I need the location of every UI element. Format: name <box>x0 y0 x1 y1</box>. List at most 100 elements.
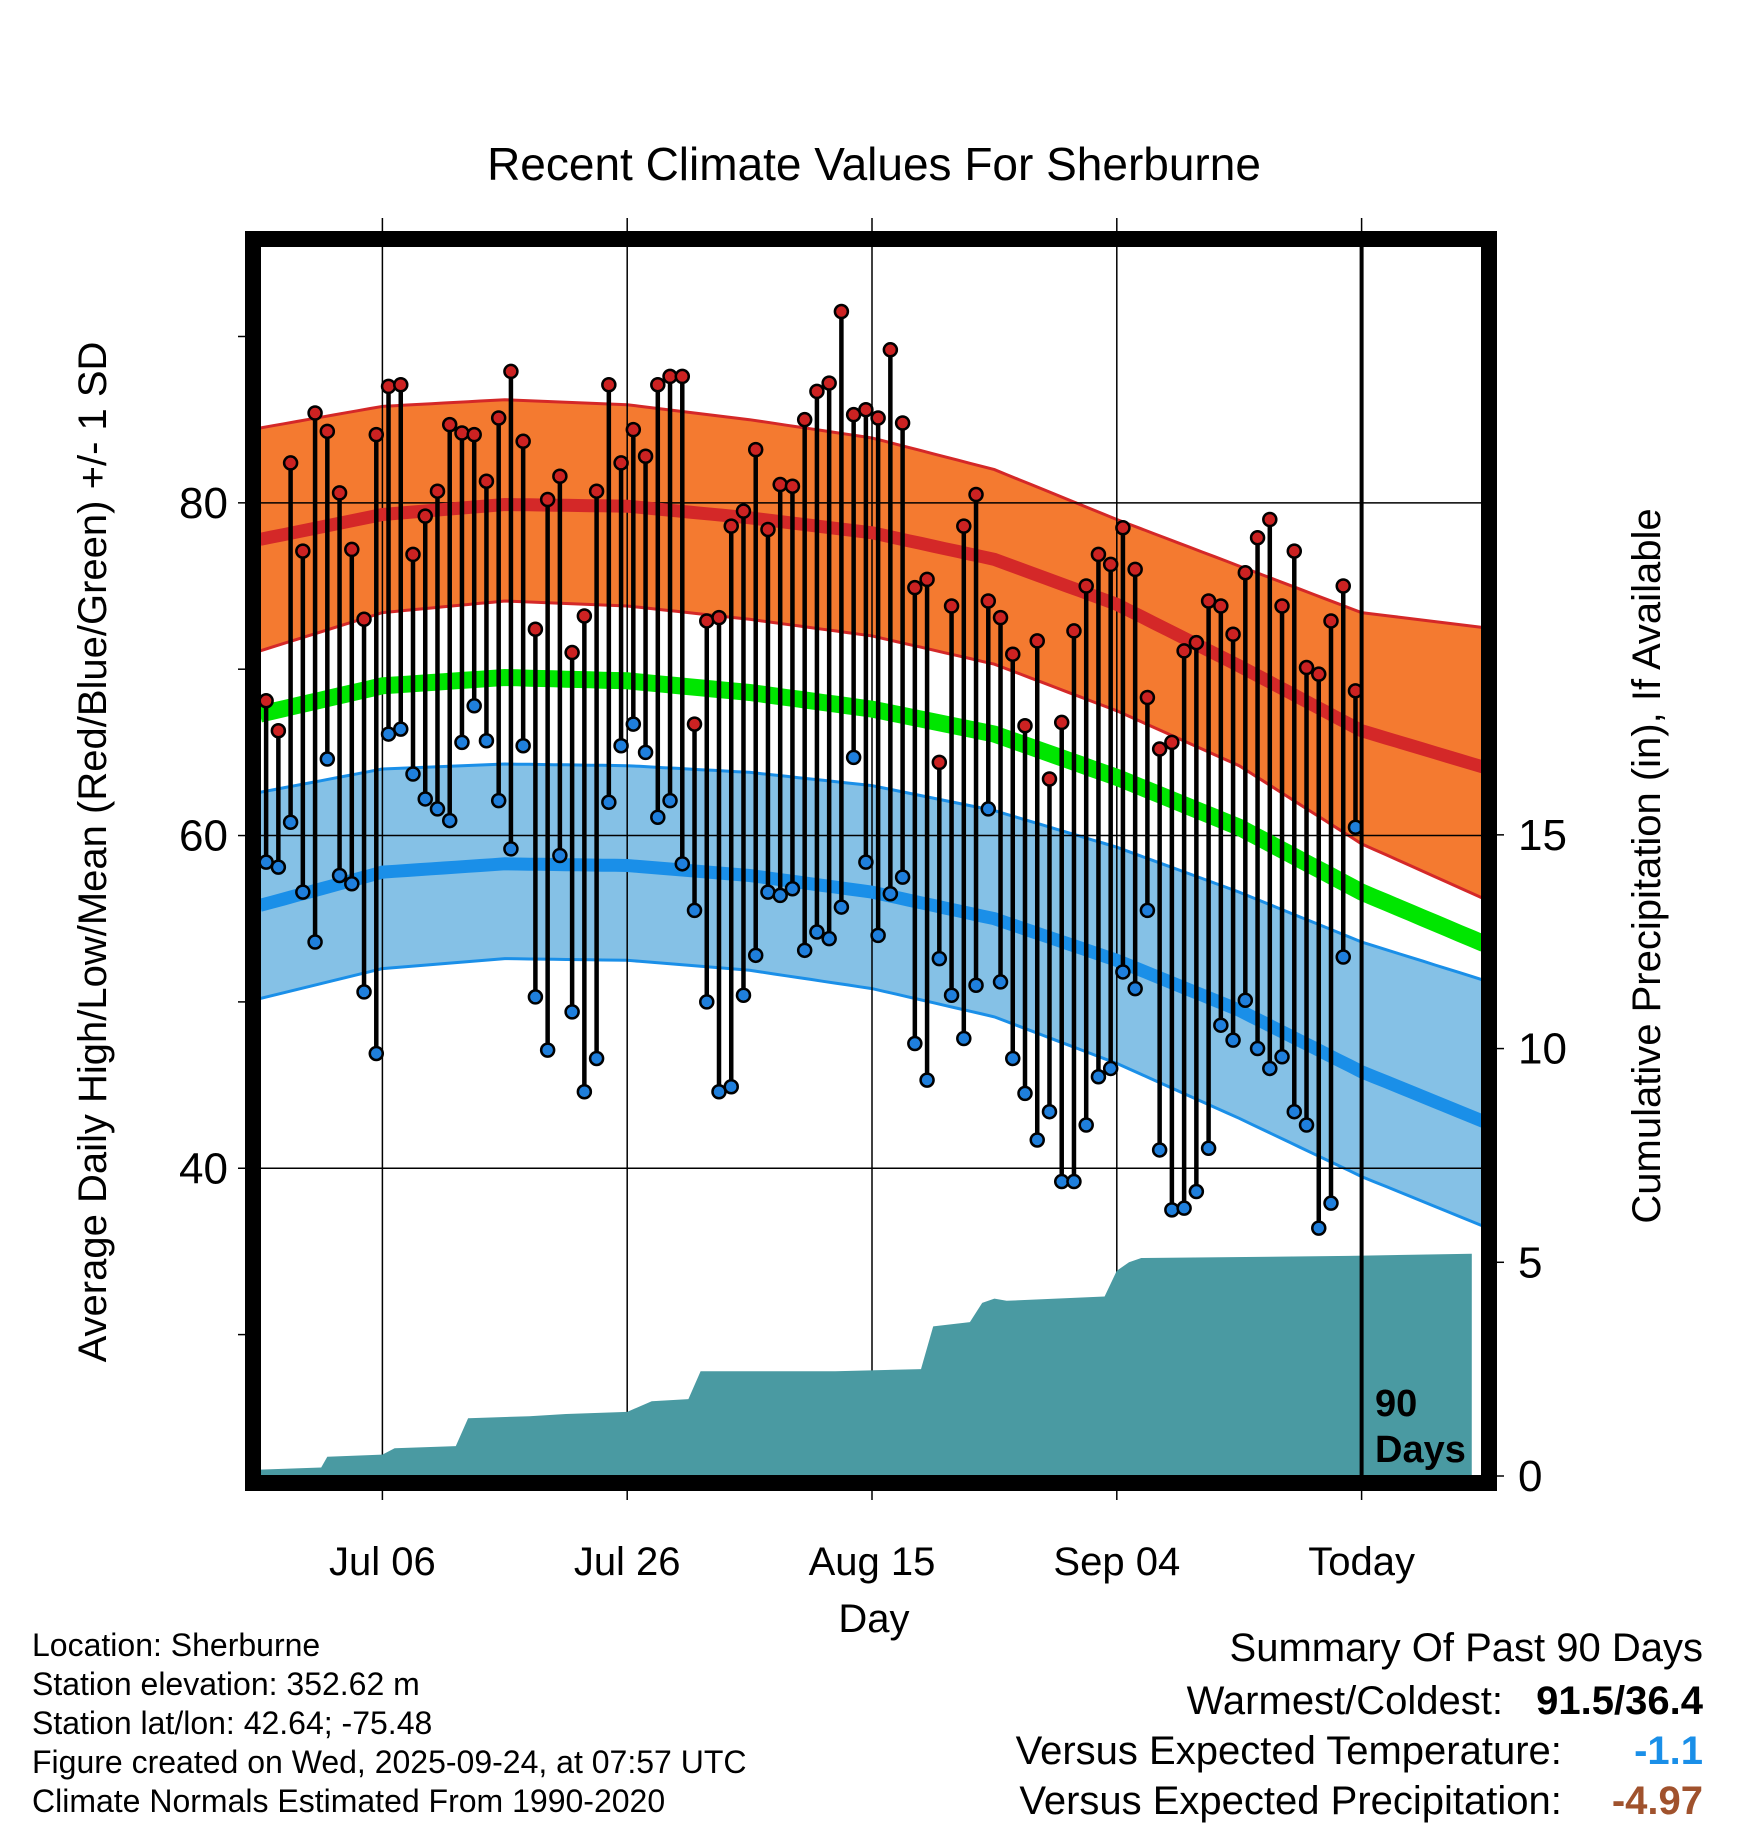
low-point <box>466 698 482 714</box>
high-point <box>1005 646 1021 662</box>
low-point <box>1225 1032 1241 1048</box>
high-point <box>674 368 691 385</box>
low-point <box>1066 1173 1082 1190</box>
high-point <box>907 579 923 596</box>
high-point <box>490 410 507 426</box>
latlon-text: Station lat/lon: 42.64; -75.48 <box>32 1705 433 1741</box>
high-point <box>1188 634 1205 651</box>
x-tick-label: Jul 06 <box>329 1540 436 1584</box>
low-point <box>331 867 348 884</box>
high-point <box>380 378 397 395</box>
low-point <box>344 876 360 892</box>
low-point <box>1286 1103 1303 1120</box>
high-point <box>527 621 544 638</box>
high-point <box>919 571 935 588</box>
low-point <box>441 812 458 829</box>
low-point <box>1139 902 1156 919</box>
x-axis-label: Day <box>838 1597 909 1641</box>
high-point <box>1041 771 1058 787</box>
low-point <box>1017 1085 1033 1102</box>
low-point <box>1200 1140 1217 1157</box>
low-point <box>1115 964 1131 980</box>
low-point <box>503 841 519 857</box>
high-point <box>588 483 605 499</box>
high-point <box>992 609 1009 626</box>
window-label-number: 90 <box>1375 1383 1417 1425</box>
low-point <box>980 801 997 817</box>
low-point <box>662 792 678 809</box>
low-point <box>429 801 446 817</box>
y-axis-label: Average Daily High/Low/Mean (Red/Blue/Gr… <box>71 342 115 1363</box>
x-tick-label: Jul 26 <box>574 1540 681 1584</box>
low-point <box>943 987 960 1003</box>
low-point <box>1323 1195 1339 1211</box>
high-point <box>650 376 666 393</box>
high-point <box>356 611 372 628</box>
low-point <box>576 1083 593 1100</box>
low-point <box>515 737 531 754</box>
high-point <box>1213 598 1229 614</box>
high-point <box>1176 643 1192 659</box>
high-point <box>1115 520 1131 536</box>
high-point <box>1127 561 1143 578</box>
coldest-value: 36.4 <box>1625 1679 1703 1723</box>
low-point <box>845 749 862 766</box>
high-point <box>613 455 629 471</box>
high-point <box>1090 546 1107 563</box>
high-point <box>1078 578 1094 594</box>
high-point <box>429 483 446 499</box>
high-point <box>270 722 287 739</box>
extremes-row: Warmest/Coldest: 91.5/36.4 <box>1016 1676 1703 1726</box>
low-point <box>1262 1060 1278 1077</box>
low-point <box>772 887 788 904</box>
high-point <box>1066 623 1082 639</box>
warmest-value: 91.5 <box>1536 1679 1615 1723</box>
extremes-label: Warmest/Coldest: <box>1186 1679 1504 1723</box>
extremes-value: 91.5/36.4 <box>1536 1676 1703 1726</box>
high-point <box>870 410 886 426</box>
low-point <box>564 1004 580 1020</box>
low-point <box>699 994 715 1010</box>
high-point <box>295 543 311 559</box>
high-point <box>1029 633 1045 649</box>
low-point <box>1151 1142 1168 1158</box>
low-point <box>356 984 372 1000</box>
low-point <box>1041 1103 1058 1120</box>
high-point <box>539 491 556 508</box>
high-point <box>393 376 409 393</box>
low-point <box>307 934 323 950</box>
low-point <box>919 1072 935 1088</box>
high-point <box>931 754 948 771</box>
high-point <box>1237 564 1254 581</box>
high-point <box>637 448 654 465</box>
low-point <box>870 927 886 944</box>
high-point <box>576 608 593 624</box>
high-point <box>1335 578 1351 594</box>
location-text: Location: Sherburne <box>32 1627 321 1663</box>
precip-departure-value: -4.97 <box>1611 1779 1703 1823</box>
high-point <box>735 503 752 519</box>
y2-tick-label: 10 <box>1518 1025 1567 1074</box>
summary-panel: Summary Of Past 90 Days Warmest/Coldest:… <box>1016 1620 1703 1826</box>
low-point <box>588 1050 605 1067</box>
high-point <box>1102 556 1119 573</box>
high-point <box>760 521 776 538</box>
precip-area <box>260 1253 1472 1476</box>
high-point <box>1298 659 1315 676</box>
high-point <box>723 518 739 534</box>
low-point <box>760 884 776 900</box>
high-point <box>1017 718 1033 734</box>
low-point <box>1090 1069 1107 1085</box>
low-normal-band <box>260 764 1484 1227</box>
high-point <box>686 716 703 732</box>
y2-axis-label: Cumulative Precipitation (in), If Availa… <box>1625 508 1669 1223</box>
low-point <box>784 881 801 897</box>
high-point <box>1151 741 1168 757</box>
y-tick-label: 40 <box>179 1144 228 1193</box>
high-point <box>368 426 385 443</box>
high-point <box>405 546 421 563</box>
high-point <box>1286 543 1303 559</box>
high-point <box>625 421 642 438</box>
high-point <box>1249 530 1266 546</box>
low-point <box>295 884 311 900</box>
